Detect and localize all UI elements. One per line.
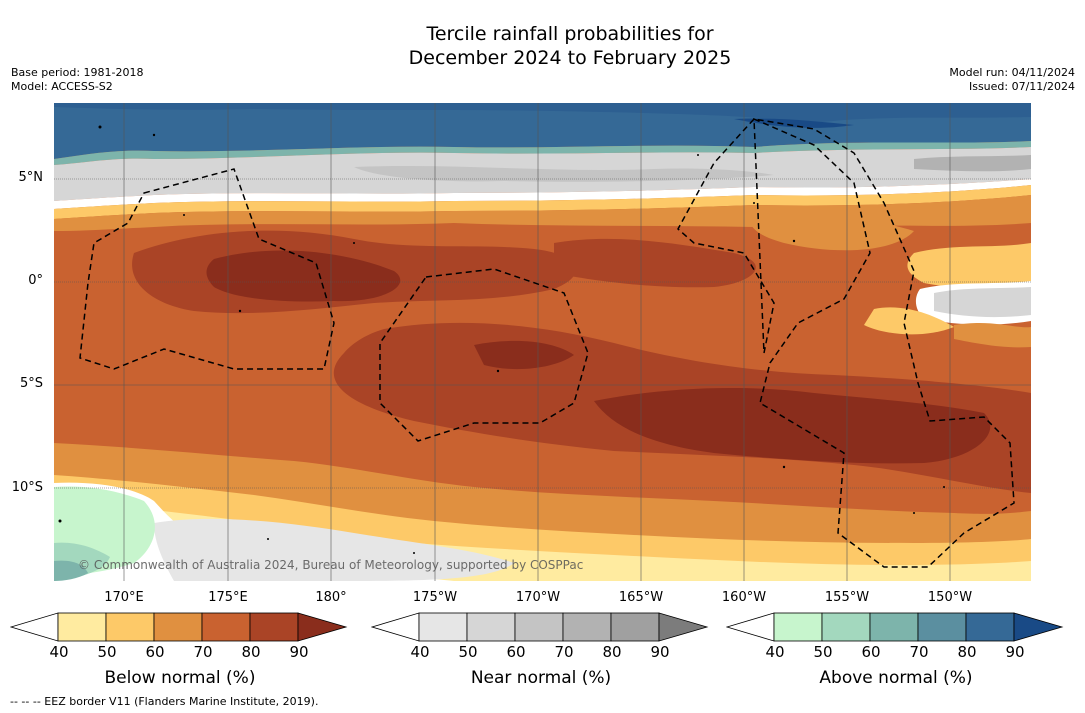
eez-border-west xyxy=(79,168,335,370)
colorbar-swatch xyxy=(153,612,203,642)
neutral-contour-north xyxy=(54,179,1031,209)
above-normal-north-peak xyxy=(734,118,854,128)
colorbar-swatch xyxy=(57,612,107,642)
map-svg xyxy=(54,103,1031,581)
colorbar-swatch xyxy=(514,612,564,642)
lat-label-5n: 5°N xyxy=(18,170,44,185)
cb1-tick: 60 xyxy=(506,643,526,661)
base-period: Base period: 1981-2018 xyxy=(11,66,144,79)
above-normal-southwest-peak xyxy=(54,560,88,581)
cb0-tick: 90 xyxy=(289,643,309,661)
cb2-tick: 70 xyxy=(909,643,929,661)
lon-label-160w: 160°W xyxy=(721,590,767,605)
colorbar-arrow-high xyxy=(658,612,709,642)
colorbar-arrow-low xyxy=(726,612,775,642)
colorbar-near-swatches xyxy=(371,612,709,642)
issued-date: Issued: 07/11/2024 xyxy=(968,80,1075,93)
below-normal-50-east-small xyxy=(864,307,954,335)
cb0-tick: 40 xyxy=(49,643,69,661)
lon-label-165w: 165°W xyxy=(618,590,664,605)
above-normal-north-dark xyxy=(54,103,1031,123)
cb2-tick: 60 xyxy=(861,643,881,661)
near-normal-east xyxy=(934,287,1031,318)
colorbar-below-swatches xyxy=(10,612,348,642)
eez-borders xyxy=(79,117,1015,568)
colorbar-swatch xyxy=(965,612,1015,642)
colorbar-swatch xyxy=(610,612,660,642)
cb2-tick: 90 xyxy=(1005,643,1025,661)
cb0-tick: 80 xyxy=(241,643,261,661)
cb1-tick: 40 xyxy=(410,643,430,661)
cb1-tick: 80 xyxy=(602,643,622,661)
cb2-tick: 80 xyxy=(957,643,977,661)
islands xyxy=(58,125,945,554)
model-name: Model: ACCESS-S2 xyxy=(11,80,113,93)
below-normal-90-west xyxy=(206,250,401,302)
below-normal-90-south xyxy=(594,387,991,464)
colorbar-near-normal xyxy=(371,612,709,642)
below-normal-90-central xyxy=(474,340,574,370)
colorbar-arrow-low xyxy=(371,612,420,642)
rainfall-probability-map xyxy=(54,103,1031,581)
cb0-tick: 70 xyxy=(193,643,213,661)
colorbar-swatch xyxy=(466,612,516,642)
cb1-label: Near normal (%) xyxy=(470,668,612,688)
meta-right: Model run: 04/11/2024 Issued: 07/11/2024 xyxy=(949,66,1075,94)
lon-label-155w: 155°W xyxy=(824,590,870,605)
neutral-southwest xyxy=(54,482,454,581)
colorbar-swatch xyxy=(201,612,251,642)
lon-label-170e: 170°E xyxy=(104,590,144,605)
cb2-tick: 40 xyxy=(765,643,785,661)
model-run: Model run: 04/11/2024 xyxy=(949,66,1075,79)
lon-label-150w: 150°W xyxy=(927,590,973,605)
eez-border-east xyxy=(677,117,1015,568)
cb1-tick: 90 xyxy=(650,643,670,661)
colorbar-swatch xyxy=(249,612,299,642)
colorbar-arrow-high xyxy=(297,612,348,642)
above-normal-transition xyxy=(54,141,1031,165)
lat-label-10s: 10°S xyxy=(11,480,43,495)
cb1-tick: 70 xyxy=(554,643,574,661)
below-normal-60-east xyxy=(954,323,1031,348)
cb1-tick: 50 xyxy=(458,643,478,661)
lat-label-0: 0° xyxy=(28,273,43,288)
graticule xyxy=(54,103,1031,581)
map-title: Tercile rainfall probabilities for Decem… xyxy=(0,22,1085,70)
title-line-2: December 2024 to February 2025 xyxy=(408,47,732,69)
colorbar-swatch xyxy=(562,612,612,642)
cb0-tick: 60 xyxy=(145,643,165,661)
copyright-notice: © Commonwealth of Australia 2024, Bureau… xyxy=(78,558,584,572)
title-line-1: Tercile rainfall probabilities for xyxy=(426,23,714,45)
colorbar-swatch xyxy=(773,612,823,642)
lon-label-175w: 175°W xyxy=(412,590,458,605)
colorbar-above-normal xyxy=(726,612,1064,642)
near-normal-core xyxy=(354,166,774,182)
cb2-label: Above normal (%) xyxy=(819,668,973,688)
cb0-tick: 50 xyxy=(97,643,117,661)
colorbar-swatch xyxy=(418,612,468,642)
lon-label-180: 180° xyxy=(315,590,347,605)
colorbar-swatch xyxy=(105,612,155,642)
below-normal-80-central xyxy=(554,238,756,288)
colorbar-swatch xyxy=(917,612,967,642)
colorbar-arrow-low xyxy=(10,612,59,642)
lat-label-5s: 5°S xyxy=(19,376,43,391)
colorbar-above-swatches xyxy=(726,612,1064,642)
colorbar-swatch xyxy=(821,612,871,642)
eez-legend-note: -- -- -- EEZ border V11 (Flanders Marine… xyxy=(10,695,319,708)
lon-label-175e: 175°E xyxy=(208,590,248,605)
colorbar-below-normal xyxy=(10,612,348,642)
cb0-label: Below normal (%) xyxy=(104,668,256,688)
lon-label-170w: 170°W xyxy=(515,590,561,605)
near-normal-core-east xyxy=(914,155,1031,172)
cb2-tick: 50 xyxy=(813,643,833,661)
meta-left: Base period: 1981-2018 Model: ACCESS-S2 xyxy=(11,66,143,94)
colorbar-swatch xyxy=(869,612,919,642)
near-normal-southwest xyxy=(154,518,514,581)
colorbar-arrow-high xyxy=(1013,612,1064,642)
below-normal-50-north xyxy=(54,185,1031,219)
below-normal-50-east xyxy=(907,243,1031,289)
below-normal-60-pocket-east xyxy=(750,212,914,251)
